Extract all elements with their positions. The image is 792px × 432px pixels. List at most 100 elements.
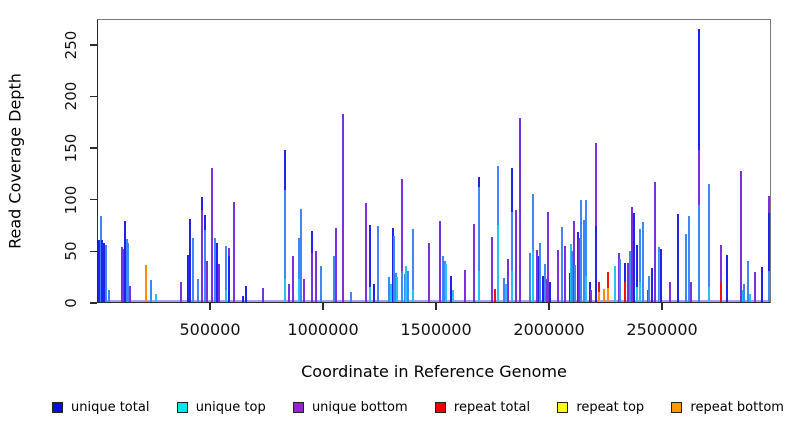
spike-segment-cyan: [635, 286, 638, 302]
spike-segment-blue: [635, 244, 638, 302]
coverage-spike: [544, 20, 547, 302]
spike-segment-cyan: [707, 286, 710, 302]
legend-swatch-icon: [52, 401, 63, 413]
coverage-spike: [571, 20, 574, 302]
spike-segment-cyan: [225, 289, 228, 302]
spike-segment-dodger: [125, 239, 128, 302]
spike-segment-purple: [519, 118, 522, 302]
coverage-spike: [685, 20, 688, 302]
legend-item-repeat-bottom: repeat bottom: [671, 400, 784, 415]
coverage-spike: [511, 20, 514, 302]
x-axis-tick-label: 500000: [179, 320, 241, 339]
spike-segment-blue: [549, 281, 552, 302]
coverage-spike: [503, 20, 506, 302]
spike-segment-blue: [589, 281, 592, 302]
coverage-spike: [445, 20, 448, 302]
spike-segment-blue: [450, 276, 453, 302]
spike-segment-purple: [262, 287, 265, 302]
spike-segment-purple: [557, 249, 560, 302]
coverage-spike: [659, 20, 662, 302]
coverage-spike: [761, 20, 764, 302]
spike-segment-dodger: [400, 271, 403, 302]
spike-segment-purple: [292, 255, 295, 302]
spike-segment-cyan: [741, 289, 744, 302]
spike-segment-purple: [690, 281, 692, 302]
spike-segment-purple: [335, 228, 338, 302]
spike-segment-dodger: [395, 273, 397, 302]
spike-segment-blue: [189, 218, 192, 302]
spike-segment-purple: [491, 237, 494, 302]
coverage-spike: [536, 20, 539, 302]
coverage-spike: [124, 20, 127, 302]
y-axis-tick: [90, 44, 97, 46]
coverage-spike: [216, 20, 219, 302]
x-axis-title: Coordinate in Reference Genome: [301, 362, 567, 381]
spike-segment-blue: [124, 221, 127, 302]
coverage-spike: [747, 20, 750, 302]
coverage-spike: [228, 20, 231, 302]
coverage-spike: [406, 20, 409, 302]
coverage-spike: [676, 20, 679, 302]
coverage-spike: [630, 20, 633, 302]
spike-segment-blue: [725, 254, 728, 302]
coverage-spike: [570, 20, 573, 302]
coverage-spike: [400, 20, 403, 302]
y-axis-title-text: Read Coverage Depth: [5, 73, 25, 249]
coverage-spike: [411, 20, 414, 302]
coverage-spike: [393, 20, 396, 302]
coverage-spike: [687, 20, 690, 302]
spike-segment-purple: [653, 182, 656, 302]
coverage-spike: [211, 20, 214, 302]
coverage-spike: [283, 20, 286, 302]
legend-swatch-icon: [671, 401, 683, 413]
coverage-spike: [538, 20, 541, 302]
coverage-spike: [648, 20, 651, 302]
legend-label: unique bottom: [311, 399, 408, 415]
spike-segment-dodger: [531, 194, 534, 302]
x-axis-tick-label: 2500000: [626, 320, 698, 339]
spike-segment-purple: [400, 178, 403, 302]
plot-area: [97, 19, 771, 303]
spike-segment-cyan: [497, 225, 500, 302]
coverage-spike: [603, 20, 606, 302]
spike-segment-dodger: [388, 277, 391, 302]
x-axis-tick: [209, 303, 211, 310]
coverage-spike: [365, 20, 368, 302]
spike-segment-blue: [761, 267, 764, 302]
spike-segment-purple: [507, 258, 510, 302]
spike-segment-cyan: [411, 289, 414, 302]
spike-segment-blue: [101, 240, 104, 302]
spike-segment-purple: [618, 252, 621, 302]
coverage-spike: [743, 20, 746, 302]
coverage-spike: [574, 20, 577, 302]
spike-segment-red: [623, 281, 626, 302]
y-axis-tick: [90, 198, 97, 201]
spike-segment-dodger: [127, 242, 130, 302]
spike-segment-purple: [287, 283, 290, 302]
coverage-spike: [427, 20, 430, 302]
coverage-spike: [302, 20, 305, 302]
spike-segment-cyan: [369, 286, 372, 302]
legend-label: repeat top: [576, 399, 645, 415]
spike-segment-purple: [120, 246, 123, 302]
coverage-spike: [180, 20, 183, 302]
spike-segment-dodger: [283, 190, 286, 302]
spike-segment-blue: [373, 283, 376, 302]
coverage-spike: [491, 20, 494, 302]
spike-segment-cyan: [297, 279, 300, 302]
spike-segment-blue: [651, 268, 653, 302]
spike-segment-dodger: [192, 238, 195, 302]
spike-segment-cyan: [504, 283, 507, 302]
spike-segment-dodger: [297, 238, 300, 302]
legend-item-repeat-total: repeat total: [434, 400, 530, 415]
spike-segment-purple: [365, 202, 368, 302]
spike-segment-dodger: [197, 279, 200, 302]
spike-segment-dodger: [107, 289, 110, 302]
spike-segment-dodger: [529, 252, 532, 302]
spike-segment-dodger: [411, 229, 414, 302]
spike-segment-dodger: [104, 244, 107, 302]
coverage-spike: [557, 20, 560, 302]
coverage-spike: [262, 20, 265, 302]
coverage-spike: [531, 20, 534, 302]
coverage-spike: [590, 20, 593, 302]
